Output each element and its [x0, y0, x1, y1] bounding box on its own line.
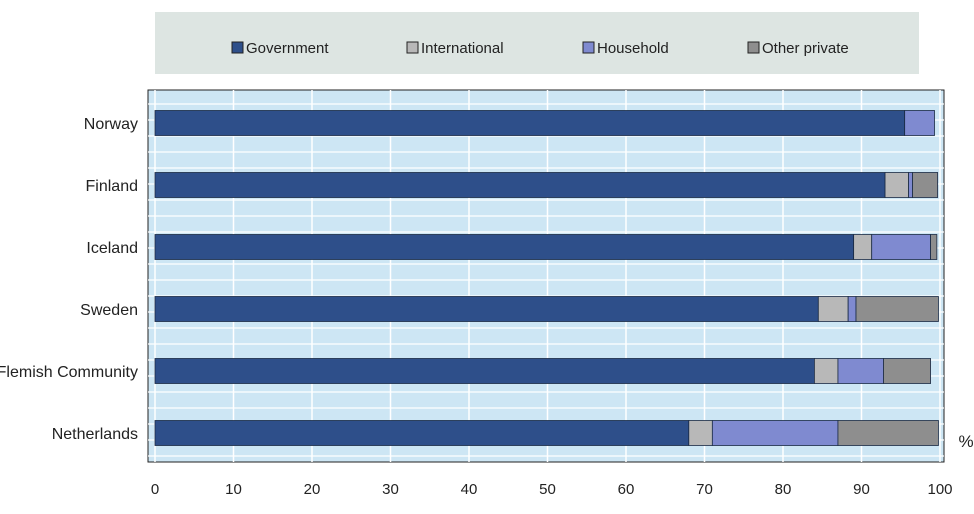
x-tick-0: 0	[151, 481, 159, 498]
legend-swatch-international	[406, 41, 419, 54]
category-label-finland: Finland	[86, 178, 138, 195]
legend-label-household: Household	[597, 40, 669, 57]
bar-sweden-other-private	[855, 296, 939, 322]
x-tick-labels: 0 10 20 30 40 50 60 70 80 90 100	[151, 481, 953, 498]
bar-finland-international	[884, 172, 909, 198]
bar-iceland-international	[853, 234, 873, 260]
bar-netherlands-household	[711, 420, 839, 446]
bar-flemish-community-household	[837, 358, 884, 384]
legend-item-household: Household	[582, 40, 669, 57]
legend-item-other-private: Other private	[747, 40, 849, 57]
x-tick-70: 70	[696, 481, 713, 498]
bar-finland-other-private	[912, 172, 939, 198]
legend-item-international: International	[406, 40, 504, 57]
category-label-flemish-community: Flemish Community	[0, 364, 138, 381]
category-label-sweden: Sweden	[80, 302, 138, 319]
legend-box	[155, 12, 919, 74]
bar-netherlands-government	[154, 420, 690, 446]
bar-norway-government	[154, 110, 906, 136]
x-tick-100: 100	[927, 481, 952, 498]
legend-label-international: International	[421, 40, 504, 57]
x-tick-60: 60	[618, 481, 635, 498]
x-tick-30: 30	[382, 481, 399, 498]
bar-sweden-government	[154, 296, 819, 322]
legend-swatch-government	[231, 41, 244, 54]
legend: Government International Household Other pr…	[231, 40, 849, 57]
bar-iceland-household	[871, 234, 931, 260]
x-tick-10: 10	[225, 481, 242, 498]
x-tick-20: 20	[304, 481, 321, 498]
category-label-norway: Norway	[84, 116, 138, 133]
category-labels: Norway Finland Iceland Sweden Flemish Commun…	[0, 116, 138, 443]
legend-swatch-household	[582, 41, 595, 54]
bar-iceland-other-private	[930, 234, 938, 260]
bar-iceland-government	[154, 234, 855, 260]
x-tick-50: 50	[539, 481, 556, 498]
bar-netherlands-international	[688, 420, 713, 446]
bar-sweden-international	[817, 296, 849, 322]
x-tick-80: 80	[775, 481, 792, 498]
legend-item-government: Government	[231, 40, 329, 57]
bar-finland-household	[908, 172, 913, 198]
bar-netherlands-other-private	[837, 420, 939, 446]
plot-area	[147, 89, 945, 463]
bar-norway-household	[904, 110, 935, 136]
bar-flemish-community-government	[154, 358, 815, 384]
unit-label: %	[958, 432, 973, 451]
bar-flemish-community-other-private	[883, 358, 931, 384]
x-tick-90: 90	[853, 481, 870, 498]
legend-swatch-other-private	[747, 41, 760, 54]
bar-flemish-community-international	[814, 358, 839, 384]
bars	[154, 110, 939, 446]
legend-label-other-private: Other private	[762, 40, 849, 57]
bar-finland-government	[154, 172, 886, 198]
category-label-iceland: Iceland	[86, 240, 138, 257]
x-tick-40: 40	[461, 481, 478, 498]
category-label-netherlands: Netherlands	[52, 426, 138, 443]
legend-label-government: Government	[246, 40, 329, 57]
bar-sweden-household	[847, 296, 857, 322]
